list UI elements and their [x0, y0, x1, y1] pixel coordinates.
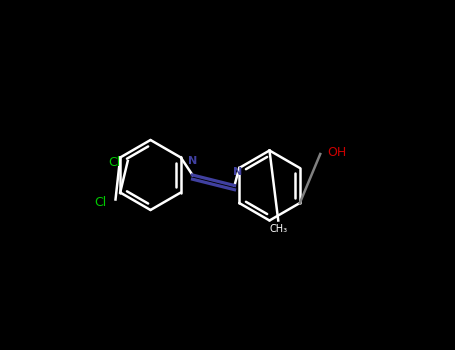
Text: OH: OH [327, 146, 347, 159]
Text: N: N [188, 156, 197, 166]
Text: N: N [233, 167, 243, 177]
Text: CH₃: CH₃ [269, 224, 287, 234]
Text: Cl: Cl [108, 156, 121, 169]
Text: Cl: Cl [95, 196, 107, 210]
